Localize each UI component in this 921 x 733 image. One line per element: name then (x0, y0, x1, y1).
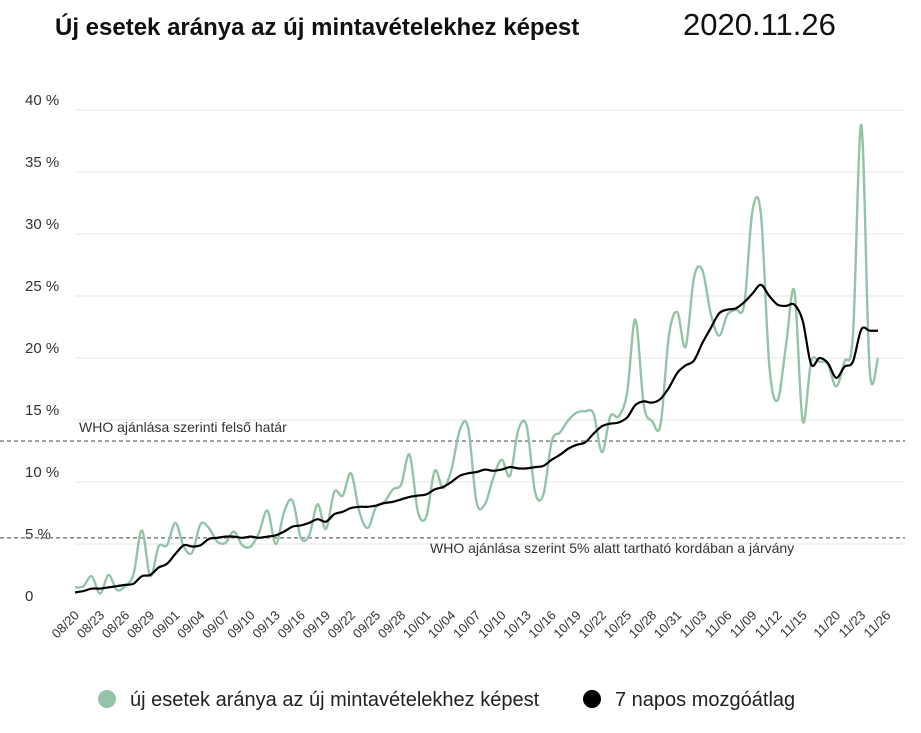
x-tick-label: 11/03 (677, 608, 710, 641)
legend-label: új esetek aránya az új mintavételekhez k… (130, 689, 540, 711)
x-tick-label: 08/23 (74, 608, 108, 642)
chart-date: 2020.11.26 (683, 7, 836, 42)
x-tick-label: 10/04 (425, 608, 459, 642)
y-tick-label: 30 % (25, 216, 59, 233)
x-tick-label: 10/13 (500, 608, 534, 642)
y-tick-label: 15 % (25, 402, 59, 419)
x-tick-label: 09/22 (325, 608, 359, 642)
x-tick-label: 10/10 (475, 608, 509, 642)
x-tick-label: 09/04 (174, 608, 208, 642)
x-tick-label: 08/29 (124, 608, 158, 642)
x-tick-label: 11/26 (861, 608, 894, 641)
x-tick-label: 09/16 (274, 608, 308, 642)
y-tick-label: 0 (25, 588, 33, 605)
y-tick-label: 40 % (25, 92, 59, 109)
legend-marker (98, 690, 116, 708)
x-tick-label: 10/22 (575, 608, 609, 642)
x-tick-label: 10/25 (601, 608, 635, 642)
chart-title: Új esetek aránya az új mintavételekhez k… (55, 13, 579, 41)
x-tick-label: 11/15 (777, 608, 810, 641)
x-tick-label: 11/09 (727, 608, 760, 641)
gridlines (75, 109, 905, 545)
x-tick-label: 11/23 (835, 608, 868, 641)
y-tick-label: 20 % (25, 340, 59, 357)
series-line-daily-ratio (74, 123, 880, 595)
reference-label: WHO ajánlása szerint 5% alatt tartható k… (430, 540, 794, 556)
x-tick-label: 09/07 (199, 608, 233, 642)
x-tick-label: 09/19 (299, 608, 333, 642)
y-tick-label: 5 % (25, 526, 51, 543)
legend-marker (583, 690, 601, 708)
x-axis: 08/2008/2308/2608/2909/0109/0409/0709/10… (49, 608, 894, 642)
y-tick-label: 35 % (25, 154, 59, 171)
x-tick-label: 11/20 (810, 608, 843, 641)
x-tick-label: 10/19 (550, 608, 584, 642)
x-tick-label: 10/07 (450, 608, 484, 642)
x-tick-label: 08/20 (49, 608, 83, 642)
reference-lines: WHO ajánlása szerinti felső határ WHO ajá… (0, 419, 905, 556)
y-axis: 0 5 % 10 % 15 % 20 % 25 % 30 % 35 % 40 % (25, 92, 59, 605)
reference-label: WHO ajánlása szerinti felső határ (79, 419, 287, 435)
x-tick-label: 09/10 (224, 608, 258, 642)
legend-label: 7 napos mozgóátlag (615, 689, 795, 711)
y-tick-label: 10 % (25, 464, 59, 481)
x-tick-label: 10/31 (651, 608, 685, 642)
x-tick-label: 09/01 (149, 608, 183, 642)
x-tick-label: 09/28 (375, 608, 409, 642)
x-tick-label: 09/13 (249, 608, 283, 642)
x-tick-label: 11/06 (702, 608, 735, 641)
y-tick-label: 25 % (25, 278, 59, 295)
x-tick-label: 08/26 (99, 608, 133, 642)
x-tick-label: 10/16 (525, 608, 559, 642)
x-tick-label: 11/12 (752, 608, 785, 641)
x-tick-label: 10/28 (626, 608, 660, 642)
x-tick-label: 09/25 (350, 608, 384, 642)
x-tick-label: 10/01 (400, 608, 434, 642)
legend: új esetek aránya az új mintavételekhez k… (98, 689, 795, 711)
series-line-moving-average (74, 283, 879, 594)
series-lines (74, 123, 880, 595)
